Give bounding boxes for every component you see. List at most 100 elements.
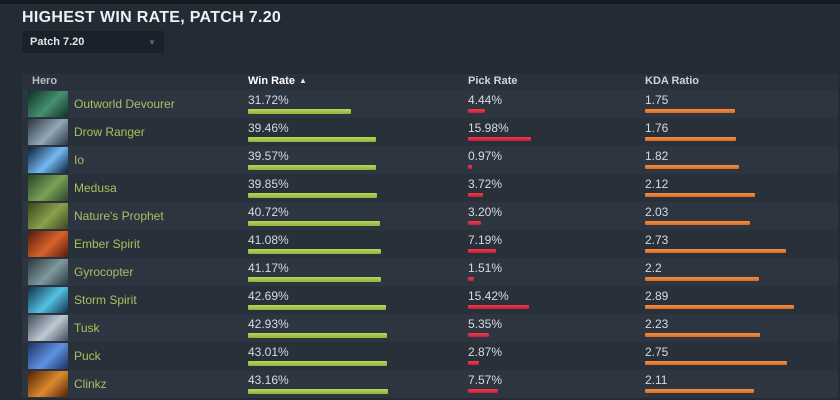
pick-rate-value: 0.97%	[468, 149, 503, 163]
kda-bar	[645, 333, 760, 337]
kda-value: 2.12	[645, 177, 669, 191]
win-rate-value: 43.16%	[248, 373, 289, 387]
kda-value: 2.73	[645, 233, 669, 247]
table-row: Storm Spirit 42.69% 15.42% 2.89	[22, 286, 838, 314]
kda-value: 1.76	[645, 121, 669, 135]
pick-rate-cell: 15.42%	[468, 290, 529, 309]
pick-rate-value: 3.20%	[468, 205, 503, 219]
kda-cell: 1.76	[645, 122, 736, 141]
sort-asc-icon: ▲	[298, 76, 307, 85]
pick-rate-value: 4.44%	[468, 93, 503, 107]
hero-portrait[interactable]	[28, 231, 68, 257]
hero-portrait[interactable]	[28, 343, 68, 369]
win-rate-bar	[248, 305, 386, 310]
win-rate-cell: 39.85%	[248, 178, 377, 198]
table-row: Tusk 42.93% 5.35% 2.23	[22, 314, 838, 342]
table-row: Outworld Devourer 31.72% 4.44% 1.75	[22, 90, 838, 118]
pick-rate-value: 7.57%	[468, 373, 503, 387]
patch-dropdown[interactable]: Patch 7.20 ▼	[22, 31, 164, 53]
win-rate-value: 40.72%	[248, 205, 289, 219]
column-header-kda-ratio[interactable]: KDA Ratio	[645, 75, 699, 87]
kda-value: 2.11	[645, 373, 668, 387]
pick-rate-value: 1.51%	[468, 261, 503, 275]
hero-name-link[interactable]: Ember Spirit	[74, 237, 141, 251]
hero-portrait[interactable]	[28, 371, 68, 397]
column-header-win-rate-label: Win Rate	[248, 75, 295, 87]
chevron-down-icon: ▼	[148, 37, 156, 47]
win-rate-cell: 39.46%	[248, 122, 376, 142]
win-rate-value: 42.69%	[248, 289, 289, 303]
win-rate-value: 39.57%	[248, 149, 289, 163]
kda-bar	[645, 193, 755, 197]
win-rate-value: 43.01%	[248, 345, 289, 359]
table-row: Puck 43.01% 2.87% 2.75	[22, 342, 838, 370]
pick-rate-bar	[468, 221, 481, 225]
kda-cell: 2.11	[645, 374, 754, 393]
column-header-win-rate[interactable]: Win Rate ▲	[248, 75, 307, 87]
win-rate-cell: 43.01%	[248, 346, 387, 366]
kda-value: 2.03	[645, 205, 669, 219]
table-row: Nature's Prophet 40.72% 3.20% 2.03	[22, 202, 838, 230]
hero-name-link[interactable]: Tusk	[74, 321, 100, 335]
hero-portrait[interactable]	[28, 203, 68, 229]
kda-bar	[645, 165, 739, 169]
win-rate-cell: 42.93%	[248, 318, 387, 338]
column-header-pick-rate[interactable]: Pick Rate	[468, 75, 518, 87]
hero-name-link[interactable]: Outworld Devourer	[74, 97, 175, 111]
hero-portrait[interactable]	[28, 119, 68, 145]
table-row: Io 39.57% 0.97% 1.82	[22, 146, 838, 174]
pick-rate-value: 15.98%	[468, 121, 509, 135]
hero-name-link[interactable]: Medusa	[74, 181, 117, 195]
win-rate-value: 41.08%	[248, 233, 289, 247]
win-rate-bar	[248, 109, 351, 114]
win-rate-value: 41.17%	[248, 261, 289, 275]
hero-portrait[interactable]	[28, 91, 68, 117]
pick-rate-cell: 7.19%	[468, 234, 502, 253]
win-rate-bar	[248, 221, 380, 226]
pick-rate-bar	[468, 361, 479, 365]
kda-cell: 2.75	[645, 346, 787, 365]
table-row: Medusa 39.85% 3.72% 2.12	[22, 174, 838, 202]
kda-value: 2.89	[645, 289, 669, 303]
hero-name-link[interactable]: Nature's Prophet	[74, 209, 164, 223]
kda-cell: 2.03	[645, 206, 750, 225]
hero-portrait[interactable]	[28, 259, 68, 285]
win-rate-bar	[248, 165, 376, 170]
pick-rate-bar	[468, 193, 483, 197]
kda-bar	[645, 137, 736, 141]
win-rate-cell: 31.72%	[248, 94, 351, 114]
pick-rate-value: 5.35%	[468, 317, 503, 331]
hero-name-link[interactable]: Puck	[74, 349, 101, 363]
column-header-hero[interactable]: Hero	[32, 75, 58, 87]
win-rate-cell: 42.69%	[248, 290, 386, 310]
pick-rate-bar	[468, 165, 472, 169]
win-rate-value: 39.46%	[248, 121, 289, 135]
hero-name-link[interactable]: Clinkz	[74, 377, 107, 391]
kda-bar	[645, 277, 759, 281]
pick-rate-value: 2.87%	[468, 345, 503, 359]
kda-bar	[645, 109, 735, 113]
hero-name-link[interactable]: Drow Ranger	[74, 125, 145, 139]
hero-portrait[interactable]	[28, 175, 68, 201]
table-row: Ember Spirit 41.08% 7.19% 2.73	[22, 230, 838, 258]
kda-cell: 2.12	[645, 178, 755, 197]
kda-bar	[645, 221, 750, 225]
kda-value: 2.75	[645, 345, 669, 359]
hero-portrait[interactable]	[28, 287, 68, 313]
pick-rate-cell: 3.72%	[468, 178, 502, 197]
hero-portrait[interactable]	[28, 147, 68, 173]
kda-cell: 2.73	[645, 234, 786, 253]
hero-name-link[interactable]: Io	[74, 153, 85, 167]
pick-rate-value: 15.42%	[468, 289, 509, 303]
win-rate-cell: 40.72%	[248, 206, 380, 226]
win-rate-value: 42.93%	[248, 317, 289, 331]
pick-rate-cell: 15.98%	[468, 122, 531, 141]
table-row: Drow Ranger 39.46% 15.98% 1.76	[22, 118, 838, 146]
kda-bar	[645, 249, 786, 253]
pick-rate-cell: 4.44%	[468, 94, 502, 113]
hero-portrait[interactable]	[28, 315, 68, 341]
hero-name-link[interactable]: Gyrocopter	[74, 265, 134, 279]
win-rate-bar	[248, 277, 381, 282]
hero-name-link[interactable]: Storm Spirit	[74, 293, 137, 307]
kda-bar	[645, 389, 754, 393]
